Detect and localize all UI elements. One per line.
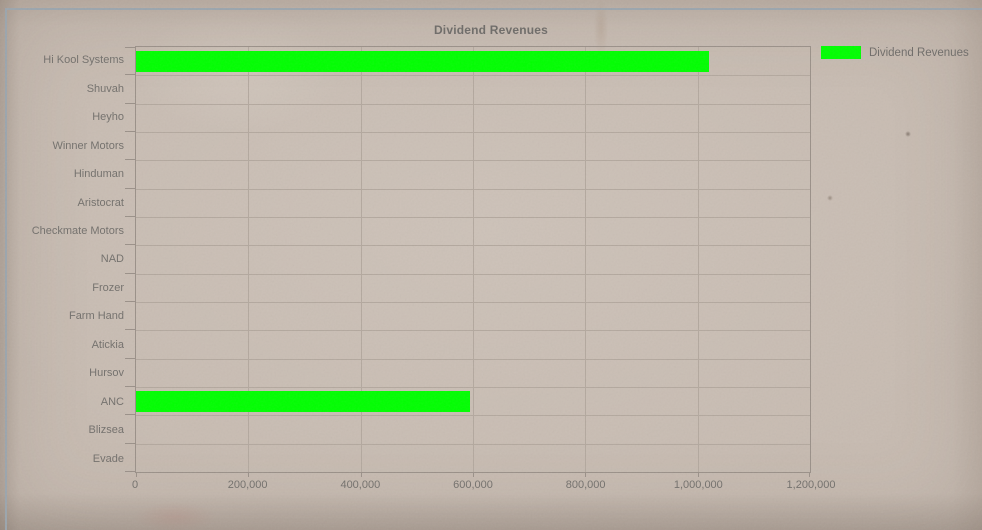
grid-line-horizontal	[136, 387, 810, 388]
y-axis-tick	[125, 102, 135, 104]
category-label: Farm Hand	[68, 310, 124, 323]
category-label: ANC	[100, 395, 124, 408]
x-tick-label: 200,000	[227, 479, 268, 491]
y-axis-tick	[125, 414, 135, 416]
grid-line-horizontal	[136, 75, 810, 77]
category-label: NAD	[100, 253, 124, 266]
x-tick-label: 1,000,000	[673, 479, 723, 491]
chart-title: Dividend Revenues	[433, 23, 549, 37]
grid-line-vertical	[585, 47, 587, 472]
category-label: Hi Kool Systems	[43, 54, 124, 67]
x-axis-tick	[697, 472, 699, 477]
y-axis-tick	[125, 159, 135, 161]
legend[interactable]: Dividend Revenues	[821, 46, 969, 59]
x-axis-tick	[473, 472, 474, 477]
grid-line-horizontal	[136, 160, 810, 162]
x-tick-label: 1,200,000	[786, 479, 836, 491]
grid-line-horizontal	[136, 103, 810, 105]
legend-swatch	[821, 46, 861, 59]
category-label: Evade	[92, 452, 124, 465]
grid-line-horizontal	[136, 188, 810, 190]
y-axis-tick	[125, 47, 135, 48]
grid-line-horizontal	[136, 273, 810, 275]
legend-label: Dividend Revenues	[869, 46, 969, 59]
y-axis-tick	[125, 386, 135, 387]
bar-hi-kool-systems[interactable]	[136, 50, 709, 72]
x-axis-tick	[360, 472, 362, 477]
y-axis-tick	[125, 244, 135, 246]
grid-line-horizontal	[136, 358, 810, 360]
grid-line-horizontal	[136, 245, 810, 247]
x-axis-labels: 0 200,000 400,000 600,000 800,000 1,000,000 1,…	[131, 479, 836, 495]
y-axis-tick	[125, 442, 135, 444]
x-axis-tick	[248, 472, 250, 477]
y-axis-tick	[125, 131, 135, 132]
grid-line-horizontal	[136, 132, 810, 133]
y-axis-tick	[125, 272, 135, 274]
grid-line-horizontal	[136, 330, 810, 332]
x-tick-label: 400,000	[340, 479, 381, 491]
y-axis-tick	[125, 329, 135, 331]
grid-line-vertical	[473, 47, 474, 472]
category-label: Heyho	[92, 111, 124, 124]
x-axis-tick	[136, 472, 137, 477]
x-tick-label: 800,000	[565, 479, 606, 491]
y-axis-tick	[125, 301, 135, 302]
grid-line-vertical	[697, 47, 699, 472]
category-label: Checkmate Motors	[31, 225, 124, 238]
y-axis-tick	[125, 74, 135, 76]
x-tick-label: 600,000	[453, 479, 493, 491]
y-axis-tick	[125, 357, 135, 359]
category-label: Blizsea	[88, 424, 124, 437]
y-axis-labels: Hi Kool Systems Shuvah Heyho Winner Motors H…	[0, 46, 124, 473]
category-label: Winner Motors	[52, 139, 124, 152]
grid-line-horizontal	[136, 415, 810, 417]
x-axis-tick	[809, 472, 810, 477]
grid-line-horizontal	[136, 217, 810, 218]
bar-anc[interactable]	[136, 390, 470, 412]
grid-line-horizontal	[136, 443, 810, 445]
y-axis-tick	[125, 471, 135, 472]
plot-area	[125, 46, 811, 477]
category-label: Shuvah	[86, 82, 124, 95]
grid-line-horizontal	[136, 302, 810, 303]
category-label: Hursov	[89, 367, 124, 380]
y-axis-tick	[125, 187, 135, 189]
category-label: Aristocrat	[77, 196, 124, 209]
x-axis-tick	[585, 472, 587, 477]
y-axis-tick	[125, 216, 135, 217]
x-tick-label: 0	[131, 479, 139, 491]
category-label: Hinduman	[73, 168, 124, 181]
category-label: Atickia	[91, 338, 124, 351]
category-label: Frozer	[92, 281, 124, 294]
